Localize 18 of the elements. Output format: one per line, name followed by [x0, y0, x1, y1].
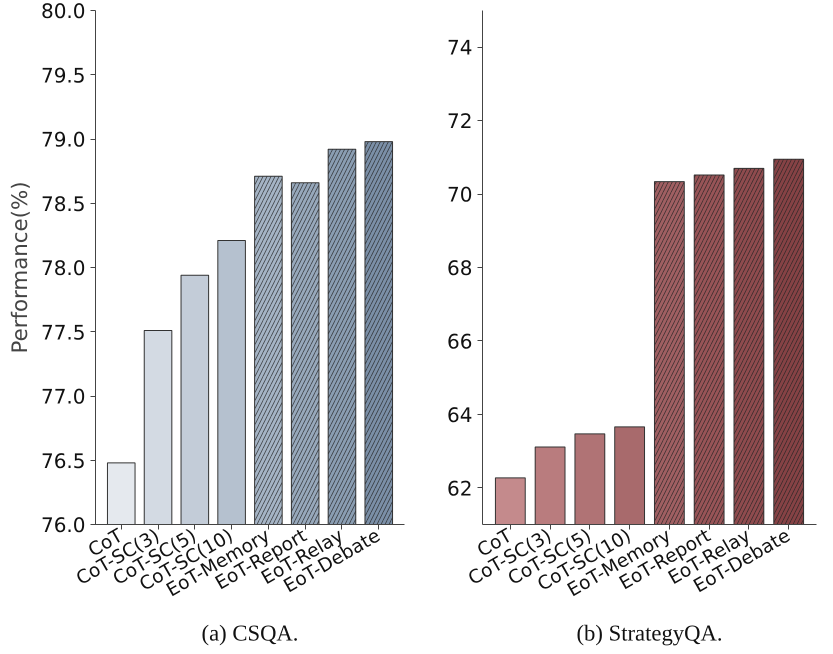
y-tick-label: 74 — [447, 36, 473, 60]
y-tick-label: 70 — [447, 182, 473, 207]
text: (b) StrategyQA. — [576, 620, 722, 646]
y-tick-label: 78.5 — [40, 192, 86, 216]
text: (a) CSQA. — [202, 620, 298, 646]
y-tick-label: 77.0 — [40, 384, 86, 408]
y-tick-label: 77.5 — [40, 320, 86, 344]
y-tick-label: 64 — [447, 402, 473, 427]
y-tick-label: 72 — [447, 109, 473, 134]
y-tick-label: 78.0 — [40, 256, 86, 280]
y-tick-label: 62 — [447, 476, 473, 500]
y-tick-label: 68 — [447, 256, 473, 280]
y-axis-title: Performance(%) — [8, 181, 33, 354]
y-tick-label: 66 — [447, 329, 473, 354]
y-tick-label: 76.5 — [40, 448, 86, 473]
y-tick-label: 79.0 — [40, 128, 86, 152]
y-tick-label: 79.5 — [40, 63, 86, 88]
y-tick-label: 80.0 — [40, 0, 86, 23]
